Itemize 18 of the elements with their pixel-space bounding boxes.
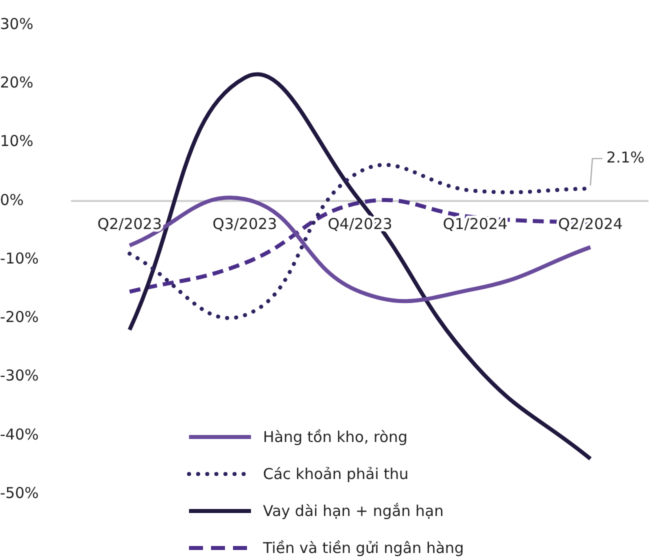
x-tick-label: Q3/2023 [212, 214, 278, 233]
y-tick-label: -40% [0, 425, 39, 444]
legend-label: Vay dài hạn + ngắn hạn [263, 502, 444, 520]
y-tick-label: -30% [0, 366, 39, 385]
y-tick-label: -20% [0, 308, 39, 326]
y-tick-label: 20% [0, 74, 34, 92]
annotation: 2.1% [606, 148, 645, 166]
legend-label: Các khoản phải thu [263, 464, 409, 482]
y-tick-label: 10% [0, 132, 34, 150]
y-tick-label: 0% [0, 190, 24, 209]
y-tick-label: -10% [0, 249, 39, 268]
x-tick-label: Q1/2024 [442, 214, 508, 233]
x-tick-label: Q2/2023 [97, 214, 162, 233]
x-tick-label: Q2/2024 [558, 214, 623, 233]
legend-label: Tiền và tiền gửi ngân hàng [263, 538, 464, 556]
y-tick-label: 30% [0, 14, 34, 33]
legend-label: Hàng tồn kho, ròng [263, 428, 408, 446]
y-tick-label: -50% [0, 484, 39, 502]
